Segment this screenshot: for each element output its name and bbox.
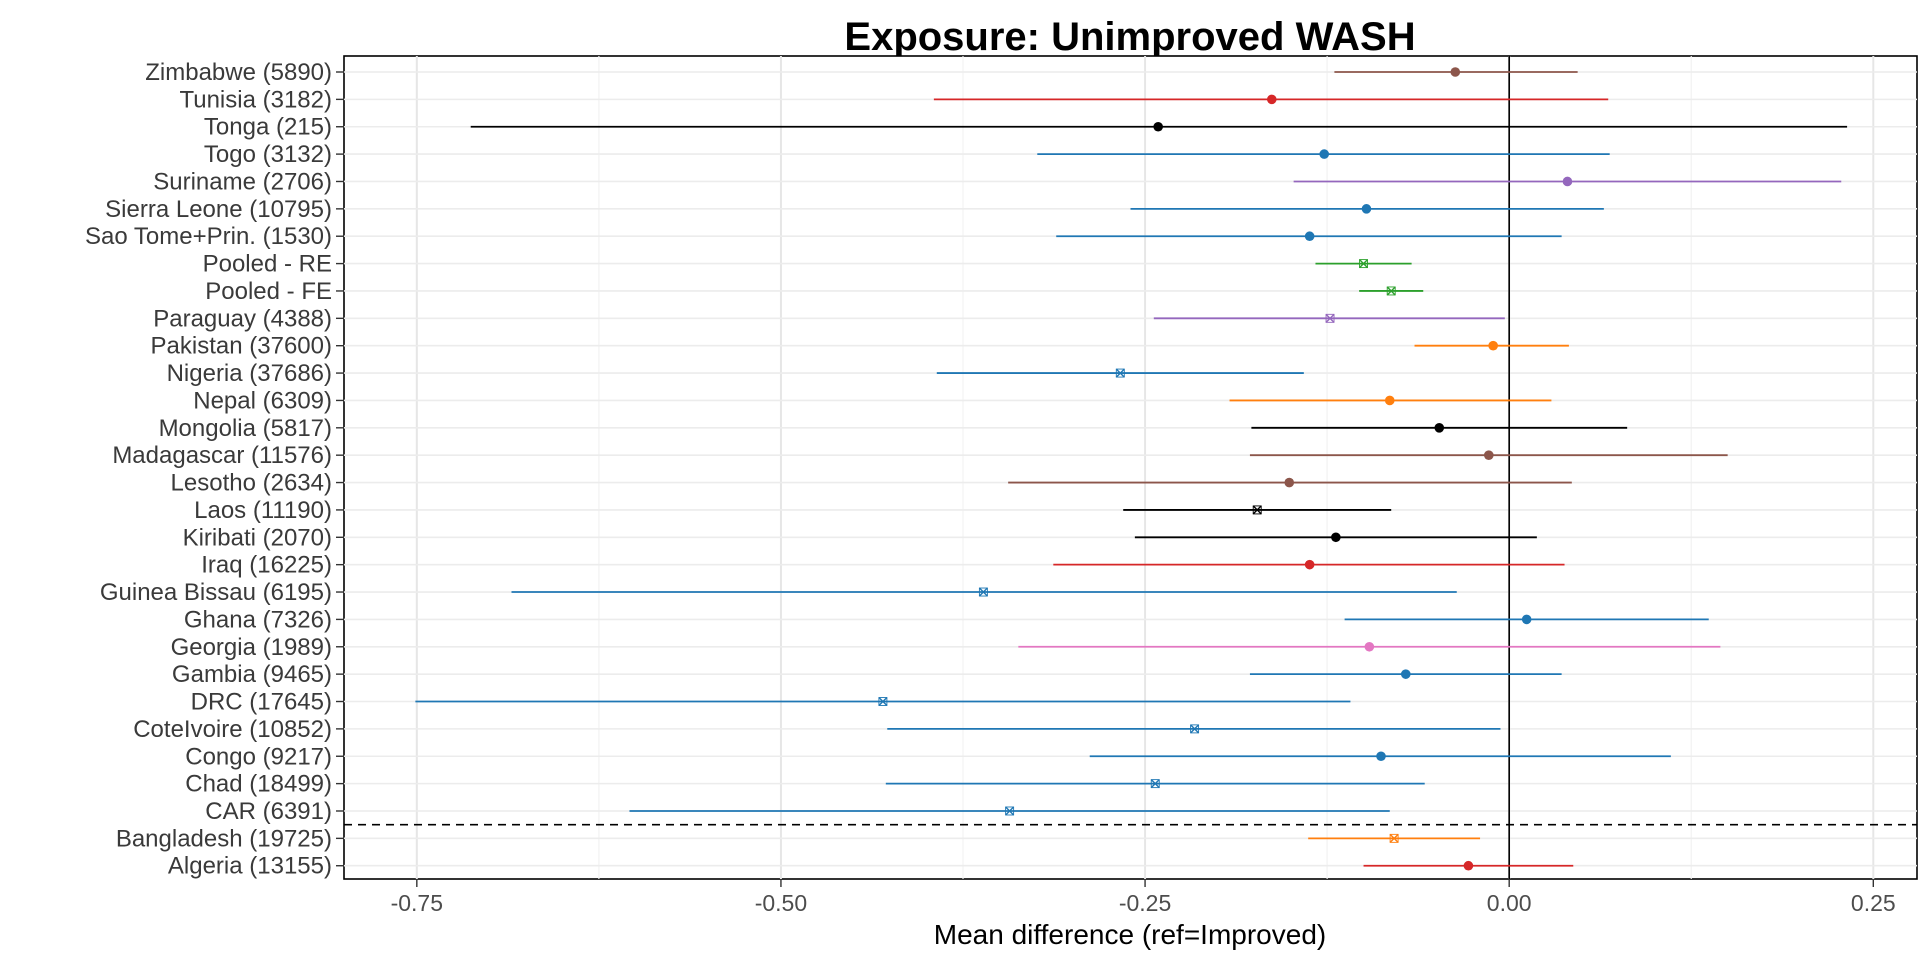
cross-stroke [1386,286,1396,296]
row-label: Nepal (6309) [193,387,332,414]
cross-stroke [1359,259,1369,269]
row-label: Madagascar (11576) [112,442,332,469]
point-estimate-cross [978,587,988,597]
x-axis-ticks: -0.75 -0.50 -0.25 0.00 0.25 [391,879,1896,916]
plot-panel [343,55,1918,880]
row-label: Algeria (13155) [168,853,332,880]
row-label: Mongolia (5817) [159,415,332,442]
point-estimate-cross [1115,368,1125,378]
row-label: Sierra Leone (10795) [105,196,332,223]
point-estimate [1361,204,1372,214]
point-estimate-cross [1252,505,1262,515]
row-label: Pooled - FE [205,278,332,305]
row-label: Bangladesh (19725) [116,825,332,852]
point-estimate [1266,94,1277,105]
point-estimate [1463,860,1474,871]
point-estimate-cross [1325,313,1335,323]
row-label: Ghana (7326) [184,606,332,633]
row-label: Zimbabwe (5890) [145,59,332,86]
row-label: Chad (18499) [185,771,332,798]
point-estimate [1331,532,1341,543]
cross-box [978,587,988,597]
row-label: Tonga (215) [204,114,332,141]
point-estimate-cross [1389,833,1399,843]
point-estimate-cross [1005,806,1015,816]
cross-stroke [1389,833,1399,843]
row-label: Guinea Bissau (6195) [100,579,332,606]
row-label: Suriname (2706) [153,168,332,195]
cross-box [1252,505,1262,515]
row-label: CoteIvoire (10852) [133,716,332,743]
row-label: Pooled - RE [203,251,332,278]
cross-box [1190,724,1200,734]
row-label: Gambia (9465) [172,661,332,688]
row-label: Lesotho (2634) [171,470,332,497]
cross-box [1386,286,1396,296]
row-label: Sao Tome+Prin. (1530) [85,223,332,250]
row-label: Georgia (1989) [171,634,332,661]
point-estimate [1400,669,1411,679]
point-estimate [1153,121,1163,132]
cross-box [1005,806,1015,816]
reference-lines [344,56,1917,879]
point-estimate [1521,614,1532,625]
cross-stroke [1190,724,1200,734]
point-estimate [1376,751,1386,762]
point-estimate [1450,67,1461,77]
row-label: Kiribati (2070) [183,524,332,551]
cross-stroke [1252,505,1262,515]
point-estimate-cross [1359,259,1369,269]
cross-box [1115,368,1125,378]
x-tick-label: -0.25 [1119,890,1171,916]
row-label: DRC (17645) [191,689,332,716]
cross-box [878,697,888,706]
point-estimate [1434,423,1445,433]
cross-stroke [1005,806,1015,816]
estimate-rows [415,67,1848,871]
point-estimate [1488,340,1498,351]
x-tick-label: -0.50 [755,890,807,916]
point-estimate [1304,231,1315,242]
point-estimate [1319,149,1330,159]
point-estimate [1284,477,1295,488]
cross-box [1359,259,1368,269]
row-label: Togo (3132) [204,141,332,168]
point-estimate [1364,641,1375,652]
point-estimate-cross [1150,779,1160,789]
x-axis-label: Mean difference (ref=Improved) [934,919,1326,950]
x-tick-label: -0.75 [391,890,443,916]
point-estimate-cross [878,697,888,707]
row-label: Nigeria (37686) [167,360,332,387]
point-estimate [1483,450,1494,460]
point-estimate-cross [1386,286,1396,296]
row-label: Congo (9217) [185,743,332,770]
point-estimate-cross [1190,724,1200,734]
row-label: Pakistan (37600) [151,333,332,360]
point-estimate [1562,176,1573,187]
x-tick-label: 0.25 [1851,890,1896,916]
row-label: Tunisia (3182) [179,86,332,113]
cross-stroke [878,697,888,707]
cross-box [1150,779,1160,789]
row-label: CAR (6391) [205,798,332,825]
cross-stroke [1325,313,1335,323]
cross-stroke [978,587,988,597]
x-tick-label: 0.00 [1487,890,1532,916]
cross-stroke [1115,368,1125,378]
chart-title: Exposure: Unimproved WASH [844,15,1415,59]
row-label: Iraq (16225) [201,552,332,579]
cross-box [1325,313,1335,323]
cross-box [1389,833,1399,843]
point-estimate [1384,395,1395,406]
cross-stroke [1150,779,1160,789]
point-estimate [1304,559,1315,570]
row-labels: Zimbabwe (5890)Tunisia (3182)Tonga (215)… [85,59,344,880]
row-label: Laos (11190) [194,497,332,524]
row-label: Paraguay (4388) [153,305,332,332]
